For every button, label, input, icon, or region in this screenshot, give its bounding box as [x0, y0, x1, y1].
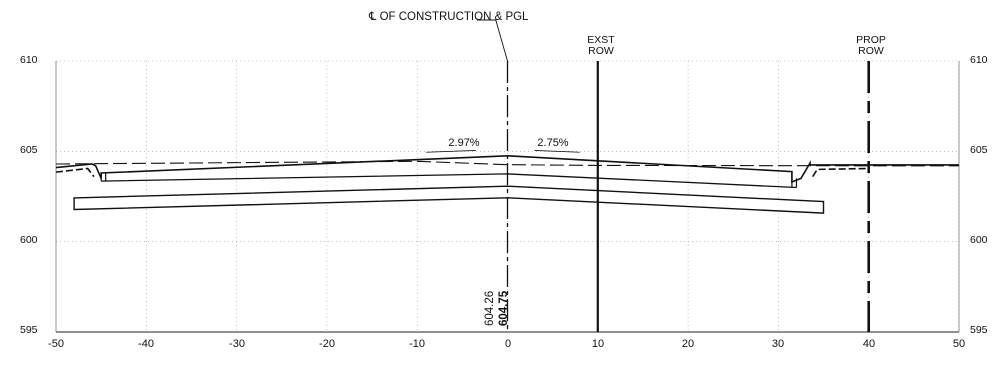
prop-row-line2: ROW	[858, 45, 884, 57]
slope-left-arrow	[426, 150, 476, 153]
elevation-existing: 604.26	[484, 290, 496, 326]
elevation-proposed: 604.75	[498, 290, 510, 326]
prop-row-line1: PROP	[856, 34, 886, 46]
x-tick-0: 0	[504, 338, 512, 350]
slope-right-arrow	[534, 150, 580, 153]
y-tick-right-605: 605	[970, 144, 988, 156]
left-daylight-line	[55, 167, 95, 178]
section-geometry	[55, 19, 959, 332]
y-tick-left-600: 600	[20, 234, 38, 246]
y-tick-left-605: 605	[20, 144, 38, 156]
x-tick-neg50: -50	[48, 338, 64, 350]
y-tick-right-595: 595	[970, 324, 988, 336]
centerline-callout: ℄ OF CONSTRUCTION & PGL	[369, 11, 529, 23]
exst-row-label: EXST ROW	[587, 35, 614, 57]
y-tick-left-610: 610	[20, 54, 38, 66]
slope-right: 2.75%	[537, 137, 569, 149]
slope-left: 2.97%	[448, 137, 480, 149]
proposed-surface-line	[55, 154, 959, 184]
x-tick-10: 10	[591, 338, 605, 350]
x-tick-20: 20	[681, 338, 695, 350]
exst-row-line2: ROW	[588, 45, 614, 57]
x-tick-50: 50	[952, 338, 966, 350]
prop-row-label: PROP ROW	[856, 35, 886, 57]
x-tick-30: 30	[771, 338, 785, 350]
x-tick-neg10: -10	[409, 338, 425, 350]
x-tick-neg30: -30	[229, 338, 245, 350]
existing-ground-line	[55, 160, 959, 167]
y-tick-right-600: 600	[970, 234, 988, 246]
base-top-line	[101, 173, 797, 189]
x-tick-40: 40	[862, 338, 876, 350]
x-tick-neg40: -40	[138, 338, 154, 350]
y-tick-right-610: 610	[970, 54, 988, 66]
centerline-callout-leader	[476, 19, 508, 62]
x-tick-neg20: -20	[319, 338, 335, 350]
grid	[55, 60, 960, 333]
right-daylight-line	[812, 167, 869, 178]
y-tick-left-595: 595	[20, 324, 38, 336]
exst-row-line1: EXST	[587, 34, 615, 46]
subbase-layer	[73, 185, 825, 214]
